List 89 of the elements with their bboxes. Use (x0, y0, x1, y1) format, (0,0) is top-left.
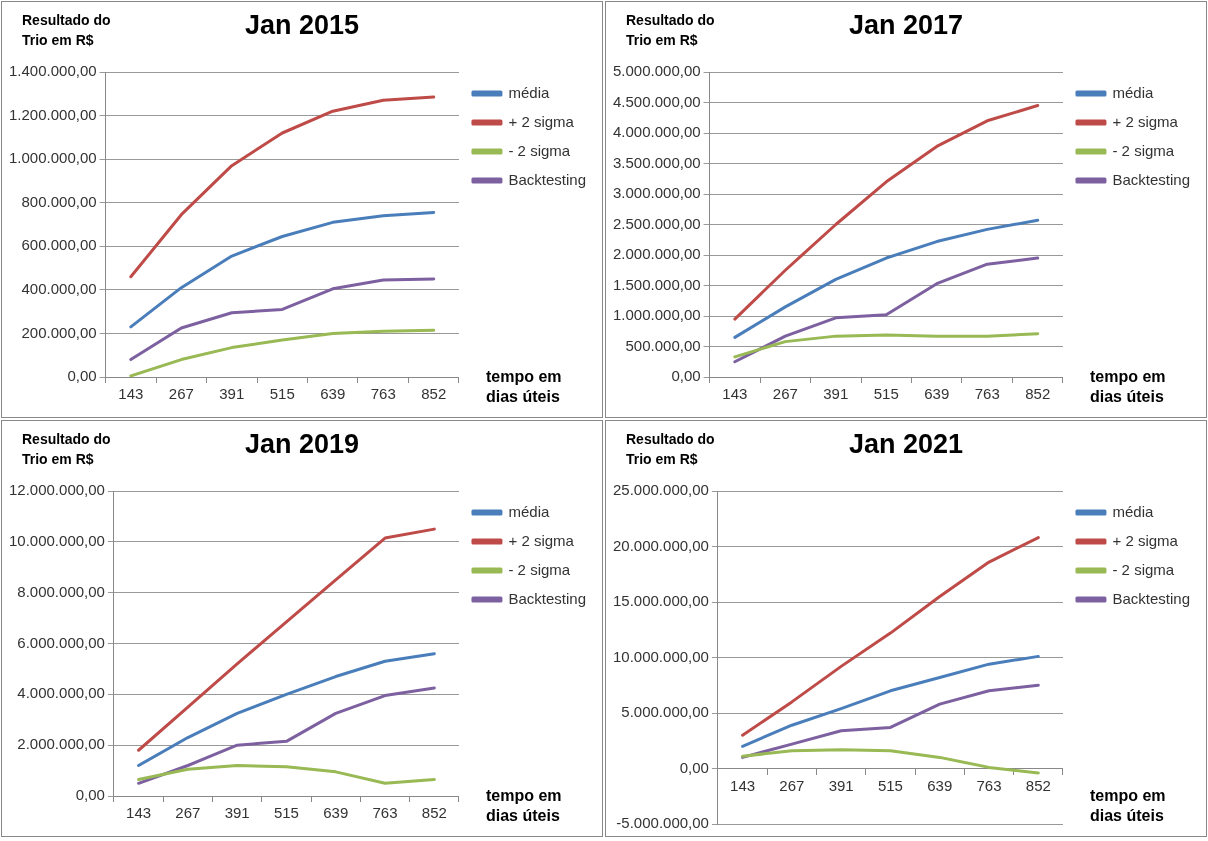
x-tick-label: 143 (730, 776, 756, 794)
legend-label: + 2 sigma (1112, 531, 1179, 549)
legend-label: - 2 sigma (508, 560, 571, 578)
y-tick-label: 4.000.000,00 (612, 123, 701, 141)
x-tick-label: 515 (273, 804, 299, 822)
x-tick-label: 267 (168, 385, 194, 403)
y-tick-label: 20.000.000,00 (612, 536, 709, 554)
y-tick-label: 25.000.000,00 (612, 481, 709, 499)
x-axis-title: tempo em dias úteis (1090, 786, 1167, 826)
y-tick-label: 1.200.000,00 (8, 105, 97, 123)
legend-label: Backtesting (508, 589, 587, 607)
chart-title: Jan 2017 (848, 10, 964, 40)
x-tick-label: 639 (323, 804, 349, 822)
x-tick-label: 763 (976, 776, 1002, 794)
y-tick-label: 500.000,00 (625, 336, 701, 354)
y-axis-title: Resultado do Trio em R$ (626, 11, 716, 50)
y-tick-label: 12.000.000,00 (8, 481, 105, 499)
y-axis-title: Resultado do Trio em R$ (22, 430, 112, 469)
x-tick-label: 639 (924, 385, 950, 403)
y-tick-label: 1.400.000,00 (8, 62, 97, 80)
x-tick-label: 852 (1025, 776, 1051, 794)
legend-label: média (1112, 83, 1154, 101)
y-tick-label: 1.000.000,00 (612, 306, 701, 324)
y-axis-title: Resultado do Trio em R$ (626, 430, 716, 469)
x-tick-label: 391 (224, 804, 250, 822)
legend-label: - 2 sigma (1112, 560, 1175, 578)
chart-title: Jan 2021 (848, 429, 964, 459)
x-tick-label: 763 (370, 385, 396, 403)
x-tick-label: 515 (269, 385, 295, 403)
x-tick-label: 267 (175, 804, 201, 822)
x-tick-label: 852 (421, 385, 447, 403)
y-axis-title: Resultado do Trio em R$ (22, 11, 112, 50)
x-tick-label: 267 (779, 776, 805, 794)
x-axis-title: tempo em dias úteis (1090, 367, 1167, 407)
x-tick-label: 515 (877, 776, 903, 794)
legend-label: média (508, 83, 550, 101)
y-tick-label: 0,00 (67, 367, 97, 385)
y-tick-label: 200.000,00 (21, 323, 97, 341)
x-tick-label: 143 (126, 804, 152, 822)
y-tick-label: 1.000.000,00 (8, 149, 97, 167)
y-tick-label: 5.000.000,00 (621, 703, 709, 721)
legend-label: Backtesting (1112, 170, 1191, 188)
y-tick-label: 400.000,00 (21, 280, 97, 297)
legend-label: + 2 sigma (508, 531, 575, 549)
y-tick-label: 3.000.000,00 (612, 184, 701, 202)
legend-label: - 2 sigma (508, 141, 571, 159)
y-tick-label: 10.000.000,00 (8, 531, 105, 549)
x-axis-title: tempo em dias úteis (486, 367, 563, 407)
y-tick-label: 800.000,00 (21, 192, 97, 210)
y-tick-label: 4.500.000,00 (612, 92, 701, 110)
y-tick-label: 2.000.000,00 (17, 735, 105, 753)
y-tick-label: 0,00 (75, 786, 105, 804)
chart-title: Jan 2015 (244, 10, 360, 40)
x-axis-title: tempo em dias úteis (486, 786, 563, 826)
y-tick-label: 8.000.000,00 (17, 582, 105, 600)
x-tick-label: 852 (421, 804, 447, 822)
y-tick-label: 3.500.000,00 (612, 153, 701, 171)
y-tick-label: 5.000.000,00 (612, 62, 701, 80)
y-tick-label: 2.000.000,00 (612, 245, 701, 263)
x-tick-label: 763 (974, 385, 1000, 403)
legend-label: média (508, 502, 550, 520)
y-tick-label: 0,00 (671, 367, 701, 385)
x-tick-label: 143 (722, 385, 748, 403)
legend-label: Backtesting (508, 170, 587, 188)
y-tick-label: 600.000,00 (21, 236, 97, 254)
y-tick-label: -5.000.000,00 (616, 814, 709, 832)
x-tick-label: 143 (118, 385, 144, 403)
y-tick-label: 1.500.000,00 (612, 275, 701, 293)
x-tick-label: 639 (320, 385, 346, 403)
x-tick-label: 391 (823, 385, 849, 403)
x-tick-label: 391 (219, 385, 245, 403)
legend-label: + 2 sigma (1112, 112, 1179, 130)
x-tick-label: 852 (1025, 385, 1051, 403)
legend-label: Backtesting (1112, 589, 1191, 607)
x-tick-label: 515 (873, 385, 899, 403)
y-tick-label: 2.500.000,00 (612, 214, 701, 232)
y-tick-label: 0,00 (679, 758, 709, 776)
x-tick-label: 267 (772, 385, 798, 403)
x-tick-label: 391 (828, 776, 854, 794)
legend-label: média (1112, 502, 1154, 520)
y-tick-label: 10.000.000,00 (612, 647, 709, 665)
legend-label: + 2 sigma (508, 112, 575, 130)
x-tick-label: 639 (927, 776, 953, 794)
chart-title: Jan 2019 (244, 429, 360, 459)
x-tick-label: 763 (372, 804, 398, 822)
legend-label: - 2 sigma (1112, 141, 1175, 159)
y-tick-label: 6.000.000,00 (17, 633, 105, 651)
y-tick-label: 4.000.000,00 (17, 684, 105, 702)
y-tick-label: 15.000.000,00 (612, 592, 709, 610)
